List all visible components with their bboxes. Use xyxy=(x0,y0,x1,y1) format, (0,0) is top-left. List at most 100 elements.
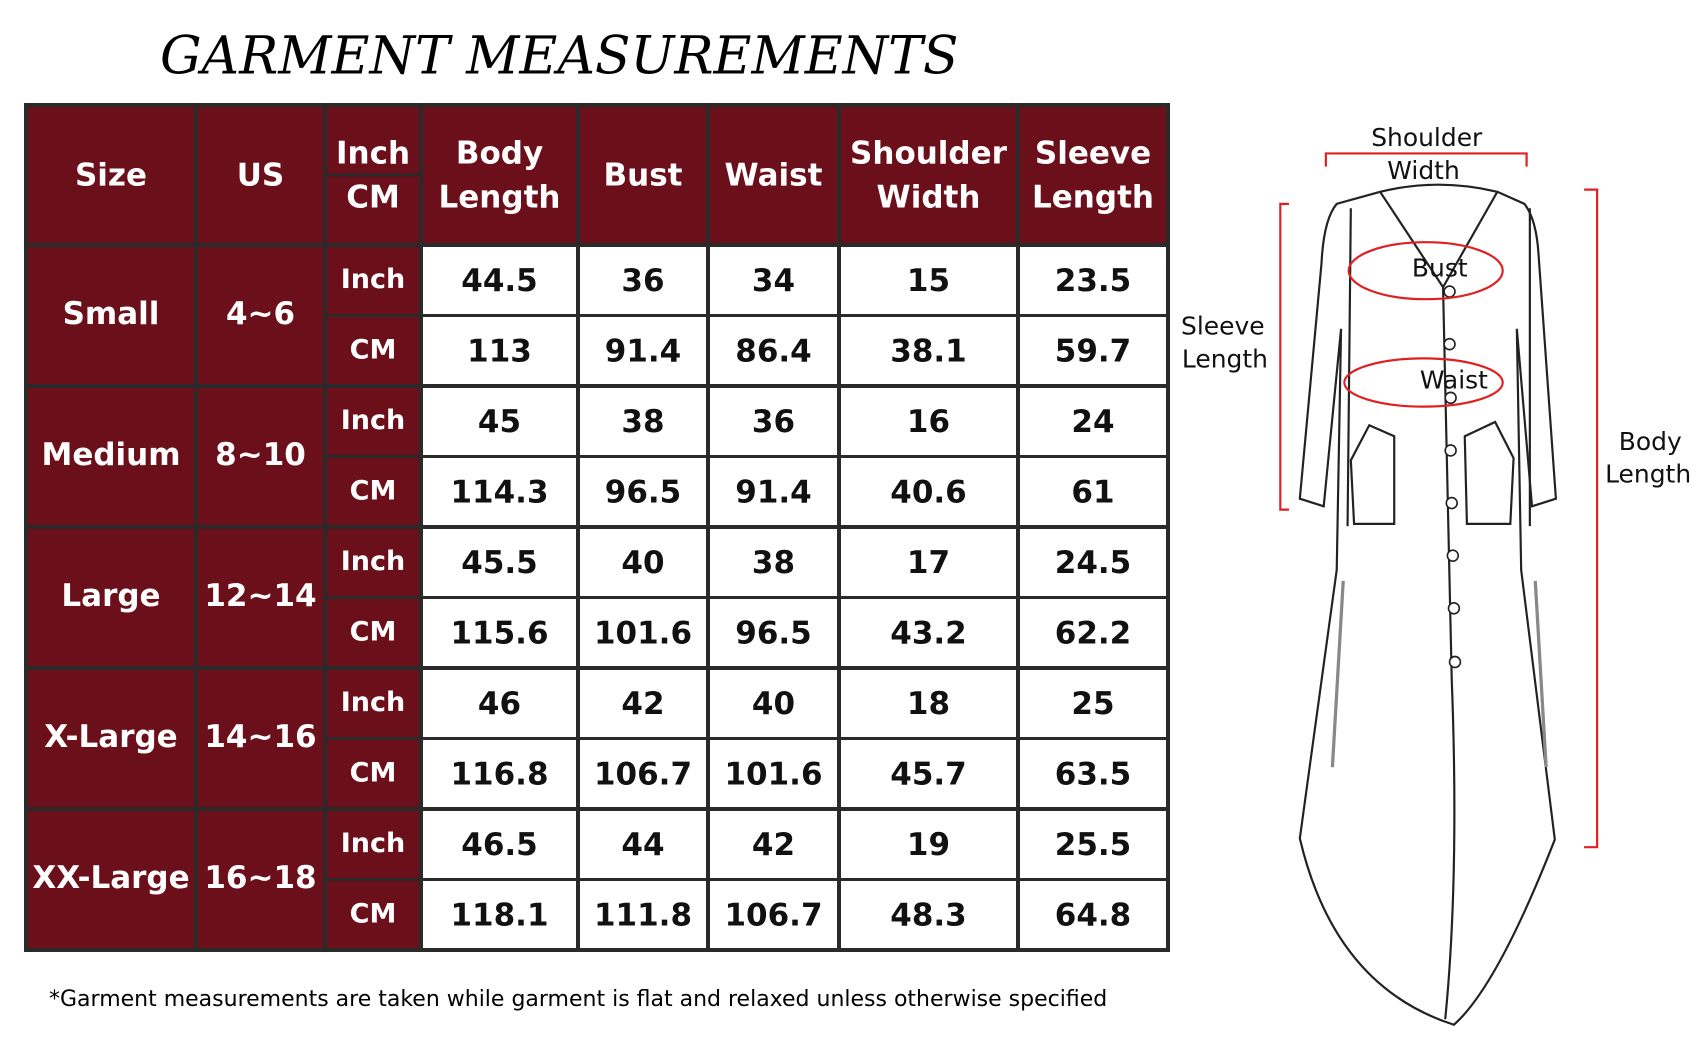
value-cell: 96.5 xyxy=(605,474,682,510)
label: Body xyxy=(1619,427,1682,456)
header-cell: US xyxy=(237,158,285,194)
value-cell-bg xyxy=(708,738,839,809)
unit-cell: CM xyxy=(350,757,397,788)
value-cell: 59.7 xyxy=(1055,333,1132,369)
value-cell: 46.5 xyxy=(461,827,538,863)
value-cell: 101.6 xyxy=(724,756,822,792)
size-table: Size US Inch CM Body Length Bust Waist Shoulder W… xyxy=(24,103,1170,952)
value-cell-bg xyxy=(708,315,839,386)
value-cell: 118.1 xyxy=(450,897,548,933)
value-cell-bg xyxy=(1018,668,1168,739)
value-cell-bg xyxy=(578,668,708,739)
value-cell-bg xyxy=(578,456,708,527)
value-cell: 115.6 xyxy=(450,615,548,651)
value-cell-bg xyxy=(1018,315,1168,386)
value-cell: 18 xyxy=(907,686,950,722)
size-cell: X-Large xyxy=(44,719,177,755)
value-cell-bg xyxy=(421,456,578,527)
value-cell-bg xyxy=(839,527,1018,598)
value-cell-bg xyxy=(578,315,708,386)
unit-cell: CM xyxy=(350,475,397,506)
label: Length xyxy=(1605,460,1691,489)
value-cell: 40 xyxy=(752,686,795,722)
value-cell: 36 xyxy=(621,263,664,299)
value-cell-bg xyxy=(708,527,839,598)
buttons xyxy=(1443,285,1462,669)
value-cell-bg xyxy=(839,879,1018,950)
value-cell-bg xyxy=(578,809,708,880)
size-cell: Medium xyxy=(41,437,180,473)
value-cell-bg xyxy=(839,809,1018,880)
value-cell-bg xyxy=(708,809,839,880)
value-cell: 91.4 xyxy=(735,474,812,510)
value-cell-bg xyxy=(1018,738,1168,809)
value-cell-bg xyxy=(578,879,708,950)
header-cell: Bust xyxy=(604,158,683,194)
value-cell-bg xyxy=(1018,245,1168,316)
header-cell: Length xyxy=(1032,180,1154,216)
value-cell: 25 xyxy=(1071,686,1114,722)
value-cell: 42 xyxy=(621,686,664,722)
value-cell: 114.3 xyxy=(450,474,548,510)
unit-cell: Inch xyxy=(341,405,406,436)
value-cell: 46 xyxy=(478,686,521,722)
placket xyxy=(1441,287,1456,1020)
value-cell: 44 xyxy=(621,827,664,863)
value-cell: 38 xyxy=(752,545,795,581)
unit-cell: Inch xyxy=(341,264,406,295)
value-cell-bg xyxy=(421,315,578,386)
header-cell: Sleeve xyxy=(1035,136,1151,172)
title: GARMENT MEASUREMENTS xyxy=(160,27,958,87)
size-cell: Small xyxy=(63,296,160,332)
value-cell-bg xyxy=(1018,879,1168,950)
value-cell-bg xyxy=(839,315,1018,386)
value-cell: 86.4 xyxy=(735,333,812,369)
coat-outline xyxy=(1298,183,1558,1026)
value-cell: 44.5 xyxy=(461,263,538,299)
unit-cell: CM xyxy=(350,334,397,365)
header-cell: Waist xyxy=(725,158,823,194)
garment-diagram: Shoulder Width Bust Waist Sleeve Length … xyxy=(1181,123,1691,1026)
label: Waist xyxy=(1420,365,1488,394)
value-cell-bg xyxy=(708,386,839,457)
header-cell: CM xyxy=(346,180,400,216)
value-cell-bg xyxy=(1018,386,1168,457)
value-cell-bg xyxy=(421,597,578,668)
label: Sleeve xyxy=(1181,312,1265,341)
value-cell: 96.5 xyxy=(735,615,812,651)
value-cell: 45 xyxy=(478,404,521,440)
value-cell-bg xyxy=(1018,527,1168,598)
value-cell: 38 xyxy=(621,404,664,440)
waist-ring xyxy=(1343,357,1504,408)
value-cell: 106.7 xyxy=(724,897,822,933)
sleeve-bracket xyxy=(1279,202,1289,511)
value-cell: 38.1 xyxy=(890,333,967,369)
size-cell: XX-Large xyxy=(32,860,189,896)
value-cell: 63.5 xyxy=(1055,756,1132,792)
header-cell: Length xyxy=(439,180,561,216)
value-cell-bg xyxy=(421,879,578,950)
value-cell: 45.7 xyxy=(890,756,967,792)
unit-cell: Inch xyxy=(341,687,406,718)
footnote: *Garment measurements are taken while ga… xyxy=(49,987,1107,1012)
value-cell-bg xyxy=(1018,809,1168,880)
label: Width xyxy=(1387,156,1459,185)
value-cell-bg xyxy=(708,668,839,739)
value-cell-bg xyxy=(1018,597,1168,668)
header-cell: Size xyxy=(75,158,147,194)
us-cell: 16~18 xyxy=(204,860,316,896)
value-cell-bg xyxy=(708,245,839,316)
unit-cell: CM xyxy=(350,898,397,929)
value-cell-bg xyxy=(1018,456,1168,527)
header-cell: Inch xyxy=(336,136,410,172)
value-cell: 25.5 xyxy=(1055,827,1132,863)
value-cell: 34 xyxy=(752,263,795,299)
us-cell: 8~10 xyxy=(215,437,306,473)
value-cell-bg xyxy=(421,245,578,316)
value-cell-bg xyxy=(421,738,578,809)
shoulder-bracket xyxy=(1324,152,1528,167)
us-cell: 4~6 xyxy=(226,296,295,332)
label: Bust xyxy=(1412,254,1468,283)
value-cell: 15 xyxy=(907,263,950,299)
value-cell-bg xyxy=(839,597,1018,668)
